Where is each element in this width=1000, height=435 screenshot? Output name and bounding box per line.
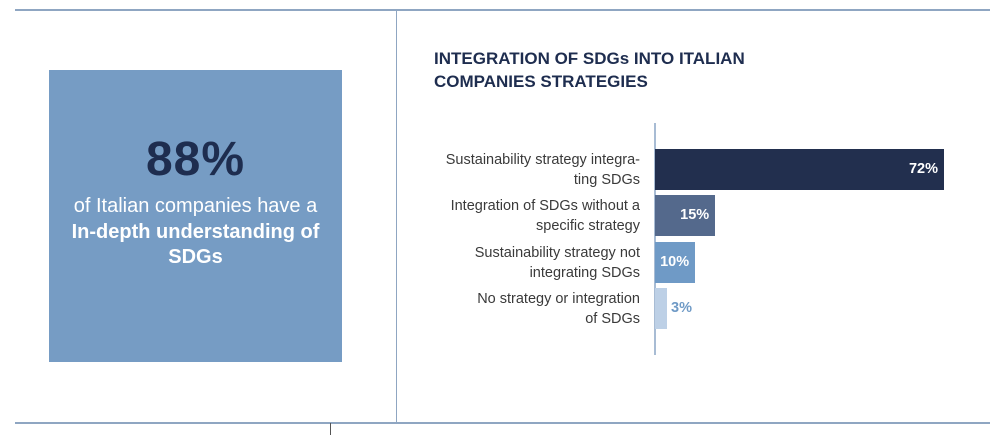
chart-axis	[654, 123, 656, 355]
bottom-divider	[15, 422, 990, 424]
top-divider	[15, 9, 990, 11]
stat-description: of Italian companies have a In-depth und…	[69, 194, 322, 271]
category-label-line: No strategy or integration	[477, 290, 640, 307]
data-label: 72%	[908, 161, 938, 177]
category-label: No strategy or integration of SDGs	[400, 289, 640, 329]
stat-box: 88% of Italian companies have a In-depth…	[49, 70, 342, 362]
data-label: 3%	[671, 299, 692, 316]
bar	[655, 241, 696, 283]
category-label-line: Sustainability strategy integra-	[445, 152, 640, 168]
category-label-line: Integration of SDGs without a	[450, 198, 640, 215]
category-label-line: specific strategy	[536, 218, 640, 235]
vertical-divider	[396, 10, 397, 423]
category-label-line: ting SDGs	[573, 172, 640, 188]
data-label: 15%	[680, 207, 710, 224]
category-label: Sustainability strategy not integrating S…	[400, 243, 640, 283]
category-label: Sustainability strategy integra-ting SDG…	[400, 150, 640, 190]
bar	[655, 195, 716, 237]
chart-title-line: INTEGRATION OF SDGs INTO ITALIAN	[434, 49, 745, 68]
stat-text-bold: In-depth understanding of SDGs	[71, 220, 320, 269]
category-label-line: integrating SDGs	[529, 264, 640, 281]
chart-title: INTEGRATION OF SDGs INTO ITALIAN COMPANI…	[434, 47, 745, 93]
data-label: 10%	[660, 253, 690, 270]
category-label-line: Sustainability strategy not	[474, 244, 640, 261]
stat-text: of Italian companies have a	[73, 195, 318, 217]
bottom-tick	[330, 423, 331, 435]
category-label-line: of SDGs	[585, 310, 640, 327]
stat-value: 88%	[145, 133, 246, 186]
bar	[655, 287, 668, 329]
category-label: Integration of SDGs without a specific st…	[400, 196, 640, 236]
chart-title-line: COMPANIES STRATEGIES	[434, 72, 648, 91]
bar	[655, 149, 944, 190]
